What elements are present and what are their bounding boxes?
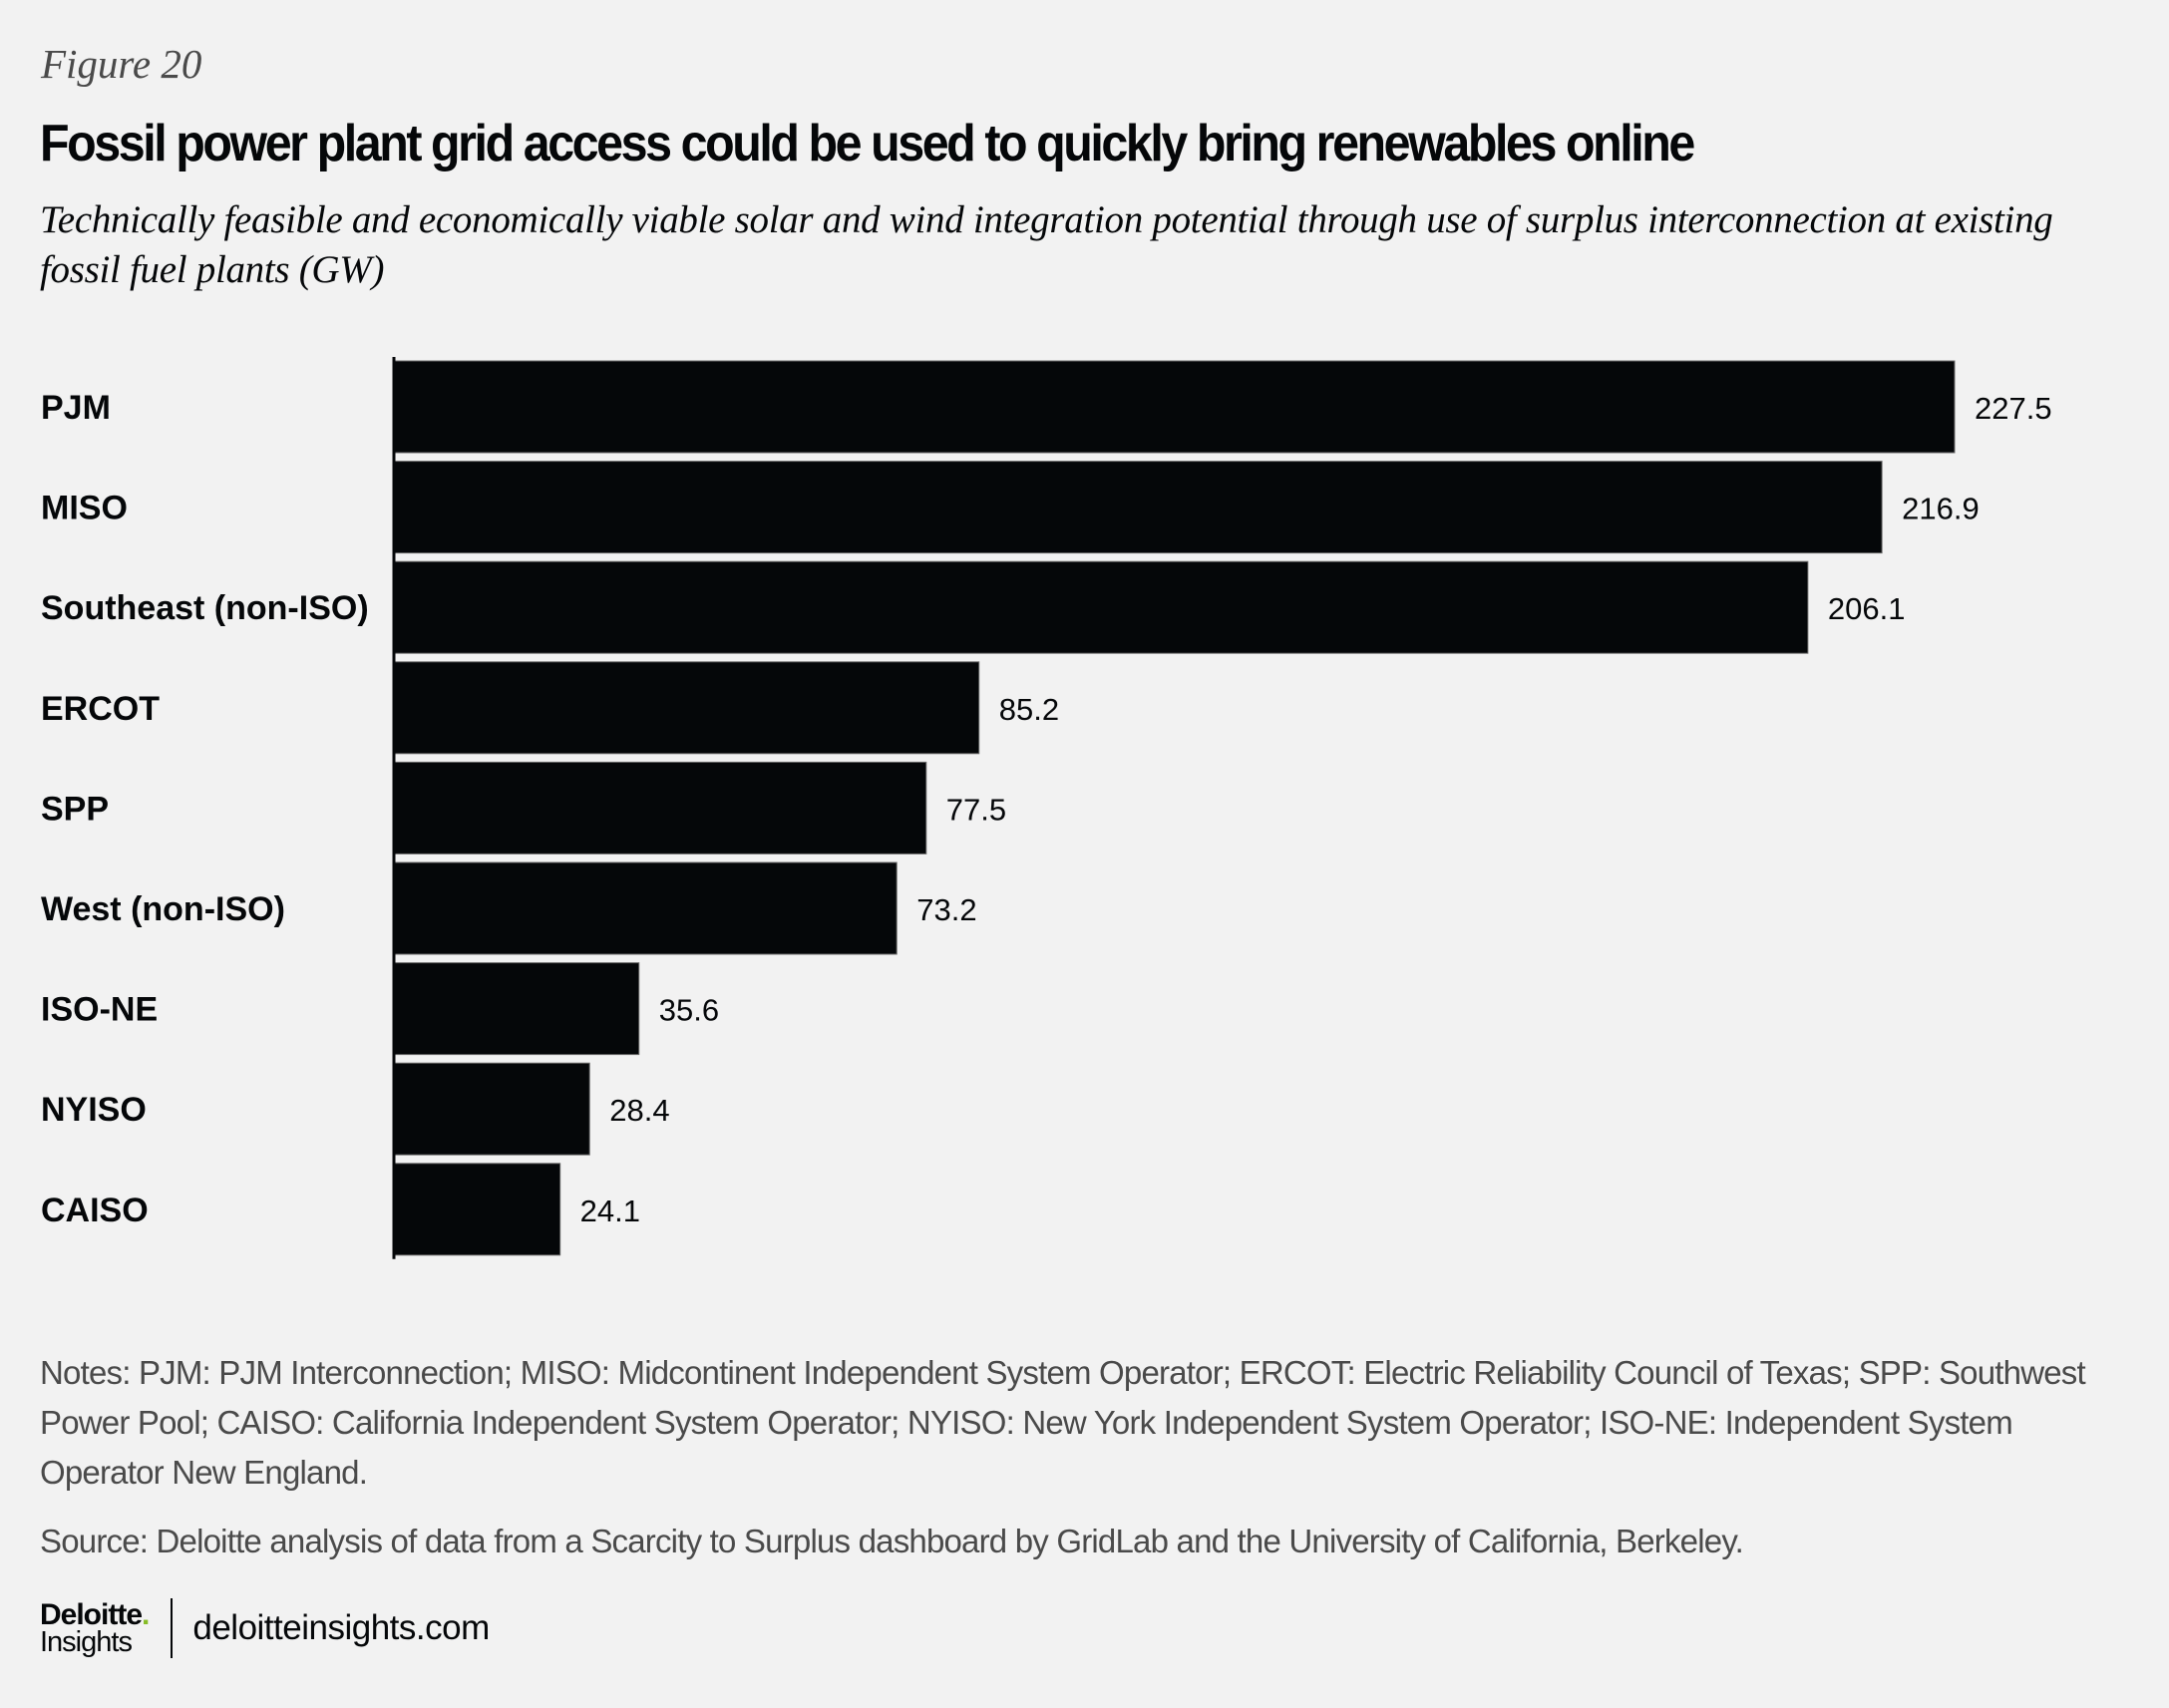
figure-number: Figure 20 [41, 41, 202, 87]
value-label: 206.1 [1828, 591, 1906, 626]
deloitte-insights-logo[interactable]: Deloitte. Insights [40, 1597, 150, 1658]
category-label: CAISO [41, 1192, 149, 1229]
category-labels: PJM MISO Southeast (non-ISO) ERCOT SPP West (… [41, 389, 369, 1229]
category-label: ERCOT [41, 690, 160, 728]
chart-subtitle: Technically feasible and economically vi… [40, 198, 2053, 291]
bar-miso [394, 461, 1883, 554]
logo-main-text: Deloitte [40, 1597, 143, 1631]
value-label: 24.1 [580, 1194, 640, 1228]
bars-group [394, 360, 1956, 1256]
value-label: 73.2 [916, 892, 976, 927]
category-label: West (non-ISO) [41, 890, 285, 928]
bar-southeast-non-iso [394, 560, 1809, 654]
footer-divider [171, 1598, 174, 1658]
logo-green-dot: . [142, 1597, 150, 1631]
category-label: SPP [41, 790, 109, 828]
value-labels: 227.5 216.9 206.1 85.2 77.5 73.2 35.6 28.4 24.1 [580, 391, 2052, 1228]
bar-spp [394, 761, 927, 854]
bar-pjm [394, 360, 1956, 454]
footer: Deloitte. Insights deloitteinsights.com [40, 1598, 490, 1658]
category-label: Southeast (non-ISO) [41, 589, 369, 627]
category-label: MISO [41, 490, 128, 527]
value-label: 35.6 [659, 993, 719, 1028]
bar-iso-ne [394, 962, 640, 1056]
bar-ercot [394, 661, 980, 755]
category-label: NYISO [41, 1091, 147, 1129]
chart-notes: Notes: PJM: PJM Interconnection; MISO: M… [40, 1354, 2086, 1491]
logo-subtext: Insights [40, 1625, 133, 1658]
bar-chart: PJM MISO Southeast (non-ISO) ERCOT SPP West (… [41, 357, 2052, 1259]
value-label: 216.9 [1902, 492, 1980, 526]
category-label: ISO-NE [41, 991, 158, 1029]
value-label: 227.5 [1975, 391, 2052, 426]
value-label: 77.5 [946, 792, 1006, 827]
category-label: PJM [41, 389, 111, 427]
bar-caiso [394, 1163, 561, 1256]
value-label: 28.4 [609, 1093, 669, 1128]
bar-nyiso [394, 1062, 590, 1156]
logo-wordmark: Deloitte. [40, 1597, 150, 1631]
value-label: 85.2 [999, 692, 1059, 727]
website-link[interactable]: deloitteinsights.com [192, 1608, 490, 1647]
bar-west-non-iso [394, 861, 898, 955]
chart-title: Fossil power plant grid access could be … [40, 115, 1695, 172]
chart-source: Source: Deloitte analysis of data from a… [40, 1523, 1744, 1559]
